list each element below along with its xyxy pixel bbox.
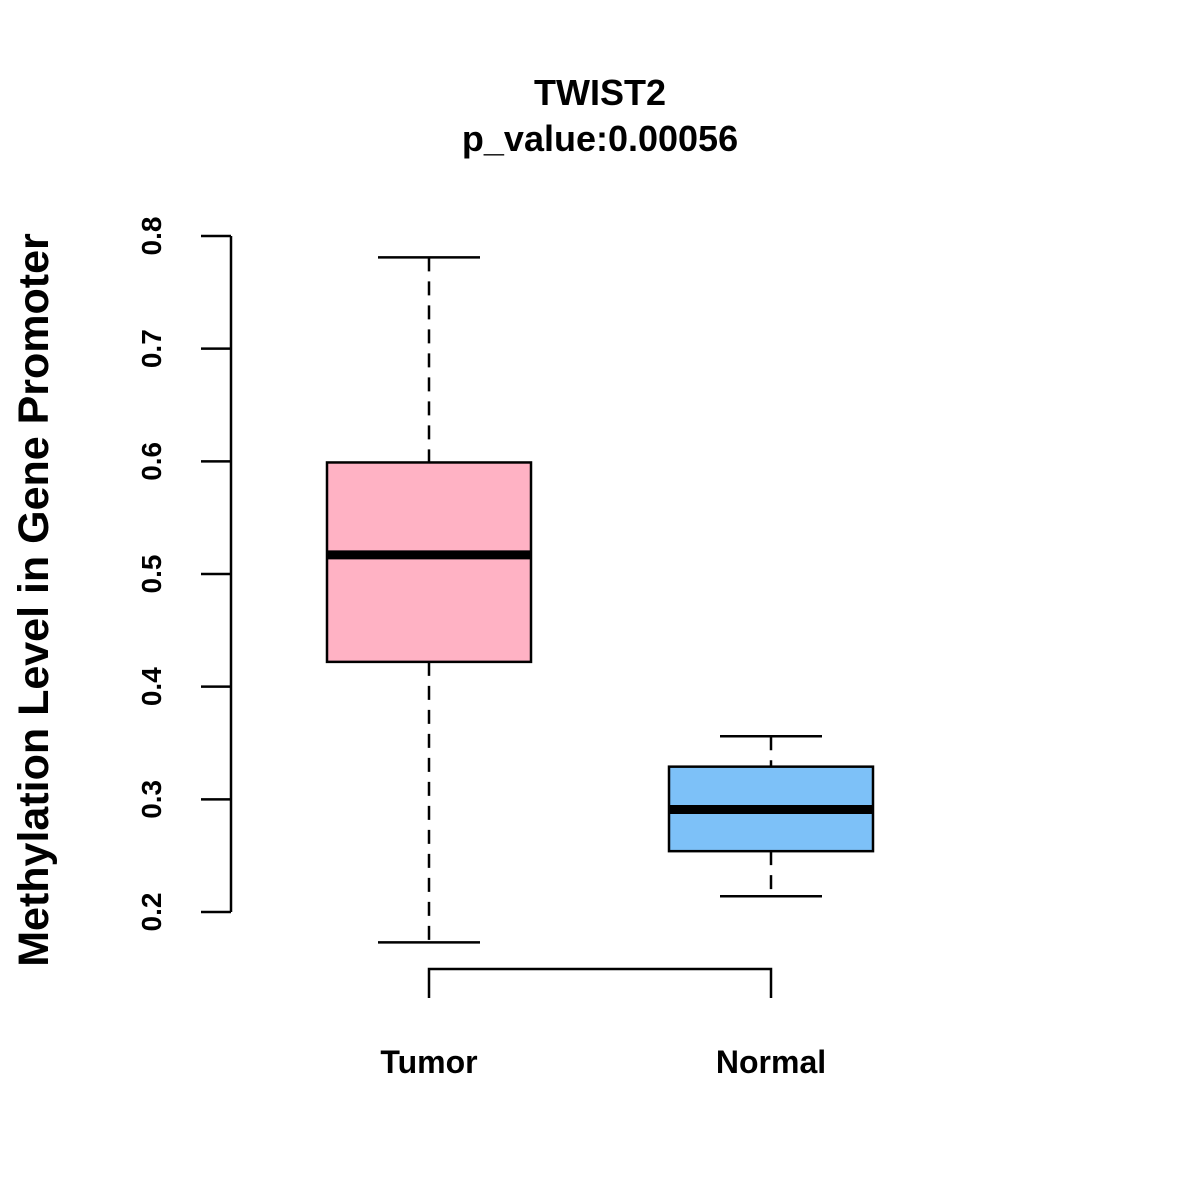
box-tumor	[325, 256, 533, 944]
box-normal	[667, 734, 875, 898]
y-tick-label: 0.6	[136, 442, 167, 481]
x-tick-label-tumor: Tumor	[380, 1044, 477, 1080]
y-axis: 0.2 0.3 0.4 0.5 0.6 0.7 0.8	[136, 217, 233, 932]
y-tick-label: 0.3	[136, 780, 167, 819]
y-tick-label: 0.5	[136, 555, 167, 594]
chart-title: TWIST2	[534, 72, 666, 113]
y-tick-label: 0.2	[136, 893, 167, 932]
y-axis-label: Methylation Level in Gene Promoter	[10, 233, 58, 967]
chart-subtitle: p_value:0.00056	[462, 118, 738, 159]
iqr-box	[325, 461, 533, 664]
boxes	[325, 256, 875, 944]
x-axis-line	[427, 967, 773, 998]
x-axis: Tumor Normal	[380, 967, 826, 1080]
y-tick-label: 0.8	[136, 217, 167, 256]
y-tick-label: 0.4	[136, 667, 167, 706]
x-tick-label-normal: Normal	[716, 1044, 826, 1080]
y-tick-label: 0.7	[136, 329, 167, 368]
